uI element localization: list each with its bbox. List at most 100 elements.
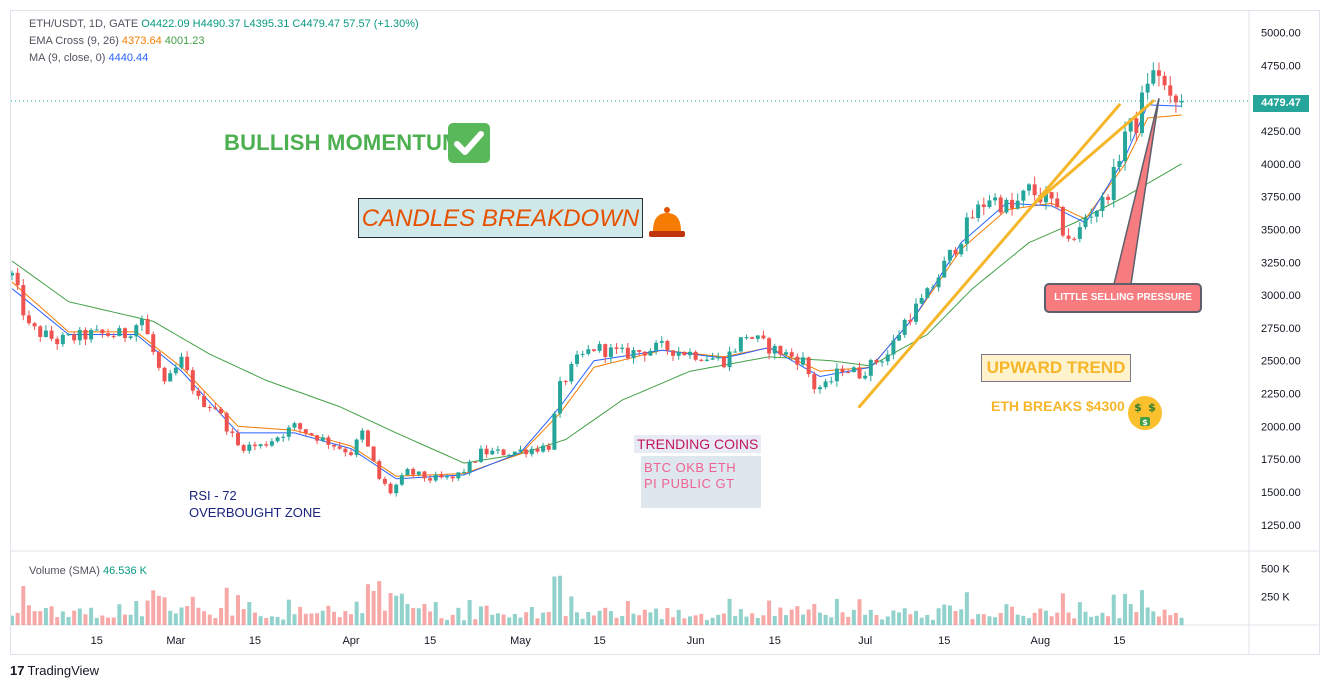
volume-bar — [1004, 604, 1009, 625]
candle-body — [1094, 210, 1099, 217]
volume-bar — [1156, 616, 1161, 625]
volume-bar — [575, 612, 579, 625]
candle-body — [880, 361, 885, 363]
volume-bar — [117, 604, 122, 625]
volume-bar — [43, 608, 48, 625]
volume-bar — [123, 614, 127, 625]
candle-body — [716, 356, 721, 359]
candle-body — [1055, 198, 1060, 207]
coins-line-2: PI PUBLIC GT — [644, 476, 735, 491]
candle-body — [795, 356, 800, 365]
candle-body — [320, 437, 325, 441]
candle-body — [332, 444, 337, 447]
time-tick-label: Aug — [1031, 635, 1051, 647]
candle-body — [1049, 192, 1054, 199]
candle-body — [111, 335, 116, 337]
candle-body — [399, 475, 404, 485]
candle-body — [874, 359, 879, 363]
volume-bar — [823, 614, 828, 625]
candle-body — [173, 367, 178, 374]
ohlc-high: H4490.37 — [192, 18, 241, 30]
candle-body — [1010, 199, 1015, 209]
volume-bar — [964, 592, 969, 625]
candle-body — [11, 272, 14, 276]
candle-body — [371, 446, 376, 462]
price-tick-label: 2750.00 — [1261, 323, 1301, 335]
candle-body — [349, 452, 353, 455]
candle-body — [575, 354, 579, 365]
volume-bar — [834, 598, 839, 625]
volume-bar — [399, 593, 404, 625]
volume-bar — [156, 595, 161, 625]
candle-body — [1083, 217, 1088, 228]
candle-body — [908, 319, 913, 322]
coins-box — [641, 456, 761, 508]
volume-bar — [1140, 590, 1144, 625]
overbought-label: OVERBOUGHT ZONE — [189, 505, 321, 520]
candle-body — [1077, 227, 1082, 239]
price-tick-label: 1750.00 — [1261, 454, 1301, 466]
price-tick-label: 3250.00 — [1261, 257, 1301, 269]
chart-frame: 1250.00 1500.00 1750.00 2000.00 2250.00 2500.… — [10, 10, 1320, 655]
time-tick-label: May — [510, 635, 531, 647]
volume-bar — [484, 605, 489, 625]
volume-bar — [659, 619, 664, 625]
time-tick-label: 15 — [769, 635, 781, 647]
volume-bar — [111, 617, 116, 625]
volume-bar — [817, 612, 822, 625]
volume-bar — [388, 593, 393, 625]
ohlc-open: O4422.09 — [141, 18, 190, 30]
candlestick-chart[interactable]: 1250.00 1500.00 1750.00 2000.00 2250.00 2500.… — [11, 11, 1319, 654]
candle-body — [727, 351, 732, 368]
volume-bar — [721, 613, 726, 625]
volume-bar — [11, 615, 14, 625]
volume-bar — [495, 613, 500, 625]
volume-bar — [908, 614, 913, 625]
candle-body — [224, 413, 229, 432]
candle-body — [428, 478, 433, 481]
tradingview-logo[interactable]: 17 TradingView — [10, 663, 99, 678]
volume-bar — [219, 608, 224, 625]
volume-bar — [885, 616, 890, 625]
candle-body — [123, 328, 127, 339]
volume-bar — [1066, 612, 1071, 625]
volume-bar — [1106, 616, 1111, 625]
volume-bar — [925, 614, 930, 625]
candle-body — [682, 352, 687, 356]
candle-body — [467, 461, 472, 472]
volume-bar — [829, 617, 834, 625]
candle-body — [411, 468, 416, 475]
volume-bar — [1055, 612, 1060, 625]
volume-bar — [936, 608, 941, 625]
candle-body — [1027, 184, 1031, 191]
volume-legend: Volume (SMA) 46.536 K — [29, 565, 147, 577]
eth-breaks-label: ETH BREAKS $4300 — [991, 398, 1125, 414]
ma-value: 4440.44 — [108, 52, 149, 64]
ma-label: MA (9, close, 0) — [29, 52, 106, 64]
volume-bar — [625, 600, 630, 625]
candle-body — [964, 217, 969, 244]
candle-body — [789, 352, 794, 357]
volume-bar — [518, 617, 523, 625]
candle-body — [258, 444, 263, 447]
volume-bar — [857, 599, 862, 625]
volume-bar — [100, 615, 105, 625]
volume-bar — [405, 603, 410, 625]
volume-bar — [710, 617, 715, 625]
volume-tick-label: 250 K — [1261, 592, 1290, 604]
candle-body — [495, 449, 500, 451]
candle-body — [586, 349, 591, 354]
volume-bar — [1089, 616, 1094, 625]
svg-text:$: $ — [1148, 401, 1156, 414]
volume-bar — [1094, 615, 1099, 625]
symbol-legend: ETH/USDT, 1D, GATE O4422.09 H4490.37 L43… — [29, 18, 419, 30]
candle-body — [936, 277, 941, 288]
candle-body — [298, 423, 303, 430]
volume-bar — [151, 590, 156, 625]
candle-body — [185, 356, 190, 371]
candle-body — [1072, 238, 1077, 240]
volume-label: Volume (SMA) — [29, 565, 100, 577]
candle-body — [750, 337, 755, 339]
candle-body — [981, 204, 986, 208]
volume-bar — [1010, 606, 1015, 625]
